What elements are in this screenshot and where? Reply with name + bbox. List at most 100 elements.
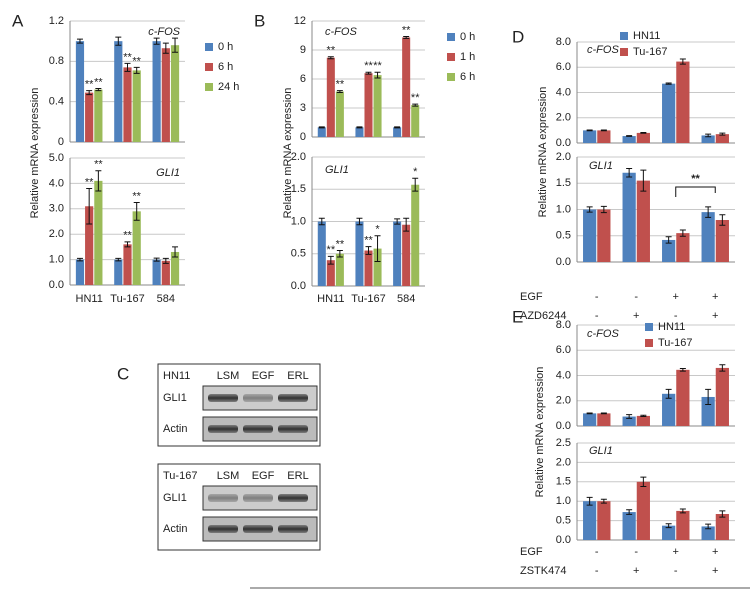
condition-name: EGF	[520, 546, 543, 558]
condition-name: ZSTK474	[520, 565, 566, 577]
error-bar	[640, 476, 647, 487]
bar	[373, 75, 382, 137]
legend-label: 6 h	[218, 61, 233, 73]
condition-value: -	[674, 565, 678, 577]
y-tick-label: 4.0	[556, 86, 571, 98]
error-bar	[394, 126, 401, 129]
bar	[622, 416, 636, 426]
legend-label: HN11	[633, 30, 660, 42]
y-axis-label: Relative mRNA expression	[29, 88, 41, 219]
y-tick-label: 2.0	[556, 456, 571, 468]
error-bar	[327, 255, 334, 265]
bar	[132, 70, 141, 142]
significance: **	[132, 190, 141, 202]
significance: **	[364, 235, 373, 247]
bar	[152, 41, 161, 142]
error-bar	[403, 217, 410, 232]
significance: **	[85, 176, 94, 188]
blot-band	[278, 494, 308, 502]
bar	[355, 221, 364, 286]
y-axis-label: Relative mRNA expression	[282, 88, 294, 219]
bar	[114, 41, 123, 142]
error-bar	[586, 206, 593, 213]
error-bar	[412, 177, 419, 192]
y-tick-label: 1.0	[49, 254, 64, 266]
error-bar	[172, 246, 179, 258]
y-tick-label: 4.0	[49, 177, 64, 189]
error-bar	[626, 414, 633, 419]
error-bar	[665, 523, 672, 529]
bar	[622, 172, 636, 262]
bar	[161, 48, 170, 142]
bar	[636, 481, 650, 540]
bar	[94, 180, 103, 285]
error-bar	[600, 412, 607, 415]
error-bar	[318, 126, 325, 129]
panel-label: C	[117, 364, 129, 383]
y-tick-label: 8.0	[556, 36, 571, 48]
x-tick-label: Tu-167	[351, 293, 385, 305]
bar	[597, 501, 611, 540]
legend-swatch	[205, 63, 213, 71]
y-tick-label: 1.0	[556, 203, 571, 215]
y-tick-label: 0.0	[49, 279, 64, 291]
significance: **	[94, 159, 103, 171]
error-bar	[356, 217, 363, 226]
blot-band	[208, 425, 238, 433]
y-tick-label: 3	[300, 102, 306, 114]
y-tick-label: 6	[300, 73, 306, 85]
error-bar	[172, 37, 179, 53]
bar	[622, 136, 636, 143]
error-bar	[586, 496, 593, 506]
error-bar	[626, 168, 633, 178]
legend-label: Tu-167	[658, 337, 692, 349]
legend-label: 0 h	[460, 31, 475, 43]
error-bar	[679, 508, 686, 514]
legend-swatch	[447, 33, 455, 41]
condition-value: +	[673, 291, 679, 303]
gene-label: c-FOS	[148, 26, 180, 38]
blot-lane: EGF	[252, 470, 275, 482]
error-bar	[133, 201, 140, 221]
blot-row: Actin	[163, 523, 187, 535]
y-tick-label: 1.5	[556, 177, 571, 189]
blot-frame	[157, 463, 321, 551]
y-tick-label: 5.0	[49, 152, 64, 164]
bar	[676, 369, 690, 426]
blot-lane: ERL	[287, 470, 308, 482]
blot-row: Actin	[163, 423, 187, 435]
significance: **	[402, 24, 411, 36]
error-bar	[153, 257, 160, 262]
blot-cell-line: Tu-167	[163, 470, 197, 482]
bar	[715, 514, 729, 540]
blot-lane: ERL	[287, 370, 308, 382]
blot-band	[243, 425, 273, 433]
error-bar	[318, 217, 325, 226]
condition-value: +	[633, 565, 639, 577]
gene-label: c-FOS	[587, 328, 619, 340]
error-bar	[586, 129, 593, 132]
condition-value: -	[634, 291, 638, 303]
y-tick-label: 0.0	[291, 280, 306, 292]
bar	[676, 61, 690, 143]
condition-value: -	[595, 565, 599, 577]
error-bar	[162, 42, 169, 54]
bar	[597, 209, 611, 262]
y-tick-label: 2.0	[556, 151, 571, 163]
condition-name: AZD6244	[520, 310, 566, 322]
y-tick-label: 0.4	[49, 96, 64, 108]
legend-label: Tu-167	[633, 46, 667, 58]
y-tick-label: 1.0	[291, 215, 306, 227]
error-bar	[679, 58, 686, 65]
condition-name: EGF	[520, 291, 543, 303]
blot-band	[278, 525, 308, 533]
bar	[622, 512, 636, 540]
error-bar	[640, 169, 647, 192]
bar	[636, 132, 650, 143]
error-bar	[719, 364, 726, 372]
bar	[393, 221, 402, 286]
error-bar	[705, 206, 712, 218]
error-bar	[665, 82, 672, 85]
blot-band	[208, 394, 238, 402]
condition-value: +	[673, 546, 679, 558]
